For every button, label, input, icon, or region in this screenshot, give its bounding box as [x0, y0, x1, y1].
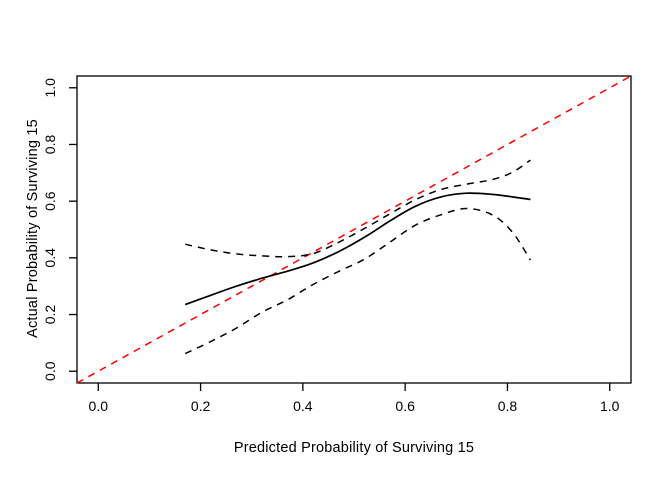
y-tick-label: 0.6 — [42, 191, 58, 211]
y-tick-label: 0.8 — [42, 135, 58, 155]
x-tick-label: 0.0 — [89, 398, 109, 414]
calibration-curve — [184, 192, 531, 306]
x-tick-label: 0.4 — [293, 398, 313, 414]
upper-confidence-band — [185, 159, 531, 258]
x-tick-label: 0.2 — [191, 398, 211, 414]
x-tick-label: 1.0 — [600, 398, 620, 414]
y-tick-label: 0.4 — [42, 248, 58, 268]
ideal-reference-line — [76, 75, 632, 384]
plot-box — [76, 75, 632, 384]
lower-confidence-band — [184, 207, 532, 355]
y-tick-label: 0.2 — [42, 305, 58, 325]
y-axis-title: Actual Probability of Surviving 15 — [25, 119, 41, 338]
x-tick-label: 0.8 — [498, 398, 518, 414]
y-tick-label: 0.0 — [42, 361, 58, 381]
x-tick-label: 0.6 — [395, 398, 415, 414]
y-tick-label: 1.0 — [42, 78, 58, 98]
x-axis-title: Predicted Probability of Surviving 15 — [233, 440, 475, 456]
